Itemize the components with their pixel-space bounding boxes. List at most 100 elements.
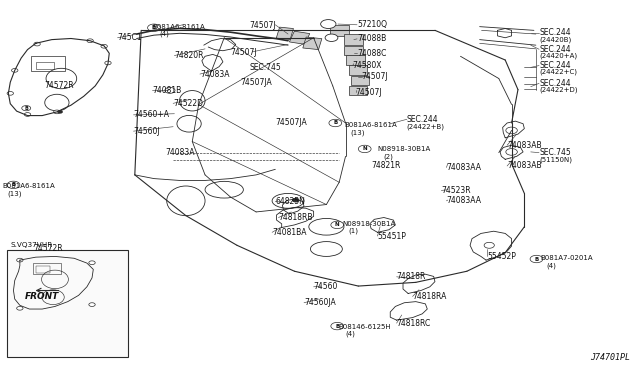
Text: 74081B: 74081B	[152, 86, 181, 95]
Circle shape	[17, 258, 23, 262]
Text: B081A6-8161A: B081A6-8161A	[2, 183, 55, 189]
Circle shape	[331, 323, 344, 330]
Bar	[33, 263, 61, 274]
Text: N08918-30B1A: N08918-30B1A	[342, 221, 396, 227]
Text: 74818RA: 74818RA	[413, 292, 447, 301]
Circle shape	[358, 145, 371, 153]
Text: 74507J: 74507J	[230, 48, 257, 57]
Text: (24422+B): (24422+B)	[407, 124, 445, 130]
Text: 74560JA: 74560JA	[304, 298, 336, 307]
Text: (24422+D): (24422+D)	[539, 87, 577, 93]
Circle shape	[148, 24, 161, 32]
Circle shape	[165, 87, 175, 93]
Bar	[346, 55, 365, 65]
Bar	[289, 31, 310, 44]
Circle shape	[506, 127, 517, 134]
Text: 74081BA: 74081BA	[272, 228, 307, 237]
Text: SEC.244: SEC.244	[539, 28, 571, 38]
Text: 74083A: 74083A	[166, 148, 195, 157]
Text: B: B	[333, 121, 337, 125]
Text: B08146-6125H: B08146-6125H	[338, 324, 390, 330]
Text: 74821R: 74821R	[371, 161, 401, 170]
Text: SEC.244: SEC.244	[539, 45, 571, 54]
Text: N: N	[335, 222, 340, 227]
Text: B081A7-0201A: B081A7-0201A	[540, 255, 593, 261]
Circle shape	[321, 20, 336, 29]
Text: 74560: 74560	[314, 282, 338, 291]
Bar	[349, 86, 367, 95]
Text: 57210Q: 57210Q	[357, 20, 387, 29]
Text: 74522D: 74522D	[173, 99, 203, 108]
Text: (24422+C): (24422+C)	[539, 69, 577, 76]
Text: 74088B: 74088B	[357, 34, 387, 44]
Text: 74083AA: 74083AA	[447, 196, 481, 205]
Text: 745C1: 745C1	[118, 33, 142, 42]
Bar	[276, 27, 294, 39]
Circle shape	[17, 307, 23, 310]
Bar	[36, 266, 50, 273]
Circle shape	[7, 181, 20, 189]
Text: (4): (4)	[547, 262, 557, 269]
Text: 74580X: 74580X	[353, 61, 382, 70]
Circle shape	[530, 255, 543, 263]
Text: 74560+A: 74560+A	[134, 110, 170, 119]
Text: N08918-30B1A: N08918-30B1A	[378, 146, 431, 152]
Bar	[349, 65, 367, 75]
Circle shape	[101, 44, 108, 48]
Text: 74507J: 74507J	[356, 88, 382, 97]
Text: (4): (4)	[159, 31, 169, 37]
Circle shape	[89, 261, 95, 264]
Text: SEC.745: SEC.745	[539, 148, 571, 157]
Circle shape	[331, 221, 344, 229]
Text: N: N	[362, 147, 367, 151]
Text: B: B	[12, 182, 15, 187]
Circle shape	[484, 242, 494, 248]
Text: SEC.244: SEC.244	[539, 79, 571, 88]
Circle shape	[329, 119, 342, 127]
Circle shape	[24, 113, 31, 116]
Circle shape	[22, 106, 31, 111]
Text: SEC.244: SEC.244	[407, 115, 438, 124]
Bar	[303, 37, 322, 49]
Circle shape	[7, 92, 13, 95]
Text: (4): (4)	[346, 331, 355, 337]
Text: 74083AA: 74083AA	[447, 163, 481, 172]
Text: FRONT: FRONT	[25, 292, 60, 301]
Text: 74088C: 74088C	[357, 49, 387, 58]
Bar	[344, 35, 364, 45]
Text: 74560J: 74560J	[134, 126, 160, 136]
Text: (13): (13)	[7, 190, 22, 197]
Text: 74083AB: 74083AB	[507, 161, 541, 170]
Text: (13): (13)	[351, 129, 365, 135]
Circle shape	[12, 68, 18, 72]
Text: 74523R: 74523R	[442, 186, 471, 195]
Text: 74818RC: 74818RC	[397, 319, 431, 328]
Text: B: B	[335, 324, 339, 328]
Text: 64825N: 64825N	[275, 197, 305, 206]
Text: 74083AB: 74083AB	[507, 141, 541, 150]
Text: 74818R: 74818R	[397, 272, 426, 281]
Circle shape	[58, 110, 63, 113]
Text: B: B	[24, 106, 28, 111]
Bar	[31, 56, 65, 71]
Text: (24420B): (24420B)	[539, 36, 572, 43]
Text: (51150N): (51150N)	[539, 156, 572, 163]
Text: 74507JA: 74507JA	[275, 119, 307, 128]
Text: 74507J: 74507J	[362, 72, 388, 81]
Circle shape	[105, 61, 111, 65]
Text: 74507JA: 74507JA	[240, 78, 272, 87]
Circle shape	[325, 34, 338, 41]
Bar	[330, 25, 349, 36]
Text: 55451P: 55451P	[378, 231, 406, 241]
Bar	[7, 250, 129, 357]
Circle shape	[89, 303, 95, 307]
Circle shape	[87, 39, 93, 42]
Text: 55452P: 55452P	[487, 252, 516, 261]
Text: (2): (2)	[384, 153, 394, 160]
Circle shape	[54, 110, 60, 114]
Text: J74701PL: J74701PL	[589, 353, 630, 362]
Text: 74572R: 74572R	[44, 81, 74, 90]
Circle shape	[34, 42, 40, 46]
Text: B: B	[534, 257, 539, 262]
Circle shape	[506, 148, 517, 155]
